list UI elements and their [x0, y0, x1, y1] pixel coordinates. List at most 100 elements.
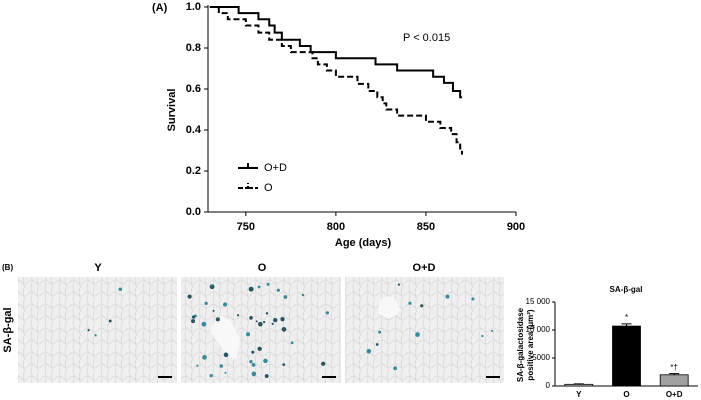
stain-dot [118, 287, 123, 292]
stain-dot [255, 320, 258, 323]
stain-dot [202, 355, 207, 360]
stain-dot [251, 371, 257, 377]
vessel [210, 296, 400, 360]
stain-dot [201, 321, 207, 327]
stain-dot [265, 312, 269, 315]
survival-line [209, 6, 463, 155]
stain-dot [224, 371, 227, 374]
y-tick-label: 1.0 [186, 1, 201, 13]
row-label: SA-β-gal [2, 307, 14, 352]
stain-dot [209, 284, 213, 287]
stain-dot [223, 352, 229, 358]
stain-dot [212, 309, 215, 312]
stain-dot [366, 348, 372, 354]
x-tick-label: 800 [327, 221, 345, 233]
stain-dot [191, 315, 196, 319]
stain-dot [249, 316, 253, 320]
stain-dot [282, 363, 286, 366]
stain-dot [445, 294, 450, 299]
stain-dot [263, 358, 268, 364]
legend-swatch [238, 183, 258, 189]
y-tick-label: 0.6 [186, 83, 201, 95]
stain-dot [420, 304, 424, 308]
stain-dot [222, 302, 228, 307]
error-bar [621, 323, 632, 327]
stain-dot [271, 322, 274, 326]
x-tick-label: O [623, 390, 629, 399]
stain-dot [280, 317, 285, 322]
stain-dot [251, 362, 256, 367]
micrograph [181, 277, 341, 383]
stain-dot [273, 318, 278, 323]
stain-dot [248, 286, 254, 292]
stain-dot [215, 317, 220, 322]
x-tick-label: 750 [237, 221, 255, 233]
stain-dot [283, 295, 288, 299]
legend-label: O+D [264, 162, 287, 174]
x-tick-label: 900 [507, 221, 525, 233]
stain-dot [325, 311, 330, 315]
y-tick-label: 15 000 [526, 297, 551, 306]
survival-line [209, 6, 462, 99]
stain-dot [408, 301, 412, 305]
stain-dot [257, 285, 261, 289]
y-tick-label: 0 [546, 381, 551, 390]
legend-label: O [264, 182, 273, 194]
stain-dot [490, 329, 494, 332]
stain-dot [94, 334, 97, 337]
stain-dot [378, 330, 382, 334]
y-tick-label: 0.4 [186, 124, 202, 136]
chart-title: SA-β-gal [610, 285, 643, 294]
stain-dot [321, 361, 326, 366]
stain-dot [471, 297, 475, 301]
stain-dot [108, 319, 112, 323]
stain-dot [375, 343, 379, 346]
stain-dot [397, 283, 401, 286]
y-axis-label: positive area (μm²) [526, 309, 535, 380]
stain-dot [191, 319, 196, 324]
x-tick-label: 850 [417, 221, 435, 233]
stain-dot [266, 282, 270, 286]
stain-dot [481, 334, 484, 338]
survival-chart: (A) 0.0 0.2 0.4 0.6 0.8 1.0 750 800 850 900 Age (da… [152, 1, 525, 249]
bar [659, 374, 689, 387]
bar [612, 325, 641, 387]
image-caption: Y [94, 262, 102, 274]
stain-dot [257, 346, 262, 351]
stain-dot [264, 374, 269, 378]
bar [564, 383, 594, 387]
stain-dot [196, 364, 199, 367]
stain-dot [262, 320, 266, 324]
stain-dot [209, 373, 213, 378]
image-caption: O+D [413, 262, 436, 274]
stain-dot [415, 332, 420, 337]
annotation: *† [670, 363, 678, 372]
y-tick-label: 0.2 [186, 165, 201, 177]
stain-dot [187, 294, 192, 299]
stain-dot [251, 350, 255, 354]
micrograph [345, 277, 504, 383]
x-tick-label: Y [576, 390, 582, 399]
stain-dot [87, 328, 90, 332]
panel-label: (B) [2, 263, 13, 272]
y-axis-label: Survival [166, 89, 178, 132]
micrograph [18, 277, 177, 383]
y-tick-label: 0.0 [186, 206, 201, 218]
stain-dot [393, 366, 398, 371]
annotation: * [625, 313, 628, 322]
y-axis-label: SA-β-galactosidase [516, 307, 525, 382]
annotation: P < 0.015 [403, 32, 450, 44]
stain-dot [281, 327, 287, 332]
stain-dot [290, 341, 294, 345]
x-axis-label: Age (days) [335, 237, 392, 249]
x-tick-label: O+D [666, 390, 683, 399]
y-tick-label: 10 000 [526, 325, 551, 334]
stain-dot [204, 301, 208, 305]
stain-dot [246, 332, 251, 337]
legend-swatch [238, 163, 258, 169]
stain-dot [258, 321, 263, 327]
panel-label: (A) [152, 2, 168, 14]
stain-dot [236, 314, 240, 317]
micrographs [18, 277, 504, 383]
